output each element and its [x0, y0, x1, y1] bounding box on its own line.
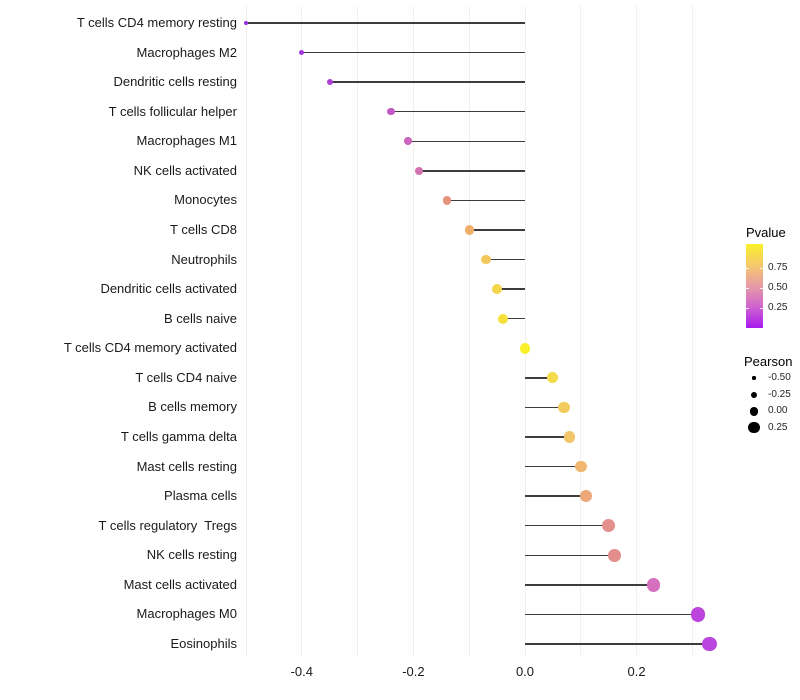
- pearson-legend-label: -0.25: [768, 388, 791, 400]
- lollipop-dot: [558, 401, 570, 414]
- gridline: [636, 6, 638, 656]
- lollipop-dot: [519, 343, 531, 354]
- pearson-legend-title: Pearson: [744, 354, 793, 369]
- pearson-legend-dot: [748, 422, 760, 434]
- pvalue-tick-label: 0.75: [768, 262, 788, 273]
- pvalue-tick-label: 0.25: [768, 302, 788, 313]
- y-axis-label: Macrophages M2: [136, 44, 237, 60]
- gridline: [524, 6, 526, 656]
- y-axis-label: T cells CD4 memory activated: [63, 340, 237, 356]
- lollipop-dot: [690, 607, 706, 622]
- pearson-legend-label: 0.00: [768, 405, 788, 417]
- lollipop-dot: [464, 225, 474, 235]
- pvalue-tick-label: 0.50: [768, 282, 788, 293]
- lollipop-dot: [547, 372, 559, 384]
- lollipop-stem: [246, 22, 525, 24]
- y-axis-label: Eosinophils: [170, 635, 238, 651]
- gridline: [245, 6, 247, 656]
- lollipop-dot: [646, 578, 661, 592]
- x-tick-label: -0.2: [402, 664, 425, 679]
- y-axis-label: T cells CD4 naive: [135, 369, 237, 385]
- lollipop-dot: [497, 313, 508, 324]
- lollipop-stem: [329, 81, 525, 83]
- lollipop-dot: [244, 21, 248, 25]
- lollipop-dot: [414, 166, 423, 175]
- y-axis-label: B cells naive: [164, 310, 237, 326]
- lollipop-dot: [580, 490, 593, 503]
- lollipop-stem: [525, 524, 609, 527]
- lollipop-stem: [418, 170, 525, 172]
- lollipop-stem: [525, 465, 581, 468]
- gridline: [412, 6, 414, 656]
- lollipop-stem: [525, 554, 615, 556]
- lollipop-dot: [442, 196, 452, 205]
- lollipop-dot: [602, 519, 615, 532]
- y-axis-label: Plasma cells: [164, 488, 237, 504]
- lollipop-dot: [607, 548, 621, 562]
- lollipop-dot: [492, 284, 503, 295]
- lollipop-dot: [326, 79, 333, 86]
- y-axis-label: Mast cells activated: [123, 576, 237, 592]
- y-axis-label: NK cells activated: [133, 162, 237, 178]
- y-axis-label: T cells regulatory Tregs: [98, 517, 237, 533]
- pvalue-tickmark: [760, 288, 763, 289]
- pvalue-gradient-bar: [746, 244, 763, 328]
- pearson-legend-label: -0.50: [768, 372, 791, 383]
- lollipop-stem: [446, 199, 525, 202]
- y-axis-label: T cells gamma delta: [120, 428, 237, 444]
- lollipop-stem: [485, 258, 525, 261]
- pvalue-tickmark: [760, 268, 763, 269]
- pearson-legend-dot: [751, 391, 757, 398]
- y-axis-label: T cells follicular helper: [108, 103, 237, 119]
- lollipop-stem: [525, 406, 565, 409]
- lollipop-stem: [407, 140, 525, 143]
- gridline: [357, 6, 359, 656]
- x-tick-label: -0.4: [290, 664, 313, 679]
- y-axis-label: T cells CD4 memory resting: [76, 15, 237, 30]
- pearson-legend-dot: [749, 406, 759, 416]
- lollipop-stem: [469, 229, 525, 231]
- gridline: [468, 6, 470, 656]
- y-axis-label: T cells CD8: [170, 221, 237, 237]
- pearson-legend-label: 0.25: [768, 421, 788, 433]
- lollipop-stem: [502, 317, 525, 320]
- y-axis-label: B cells memory: [148, 399, 237, 415]
- lollipop-stem: [525, 495, 587, 497]
- pearson-legend-dot: [752, 376, 756, 380]
- lollipop-dot: [299, 49, 305, 56]
- y-axis-label: Macrophages M1: [136, 133, 237, 149]
- y-axis-label: Neutrophils: [171, 251, 237, 267]
- lollipop-dot: [701, 636, 717, 652]
- pvalue-tickmark: [760, 308, 763, 309]
- pvalue-tickmark: [746, 268, 749, 269]
- lollipop-stem: [301, 51, 525, 54]
- y-axis-label: Dendritic cells resting: [113, 74, 237, 90]
- lollipop-stem: [497, 288, 525, 290]
- lollipop-dot: [481, 254, 491, 265]
- lollipop-dot: [387, 108, 395, 116]
- lollipop-stem: [525, 643, 710, 645]
- pvalue-tickmark: [746, 288, 749, 289]
- lollipop-stem: [525, 377, 553, 379]
- x-tick-label: 0.0: [515, 664, 535, 679]
- gridline: [580, 6, 582, 656]
- x-tick-label: 0.2: [627, 664, 646, 679]
- y-axis-label: Dendritic cells activated: [100, 281, 237, 297]
- y-axis-label: Macrophages M0: [136, 606, 237, 622]
- lollipop-dot: [403, 137, 412, 146]
- lollipop-stem: [391, 110, 525, 113]
- lollipop-dot: [563, 431, 576, 443]
- gridline: [691, 6, 693, 656]
- pvalue-tickmark: [746, 308, 749, 309]
- lollipop-dot: [574, 460, 587, 473]
- lollipop-stem: [525, 613, 698, 616]
- lollipop-stem: [525, 436, 570, 438]
- y-axis-label: Mast cells resting: [136, 458, 237, 474]
- pvalue-legend-title: Pvalue: [746, 225, 786, 240]
- y-axis-label: Monocytes: [174, 192, 237, 208]
- gridline: [301, 6, 303, 656]
- y-axis-label: NK cells resting: [146, 547, 237, 563]
- lollipop-stem: [525, 584, 654, 586]
